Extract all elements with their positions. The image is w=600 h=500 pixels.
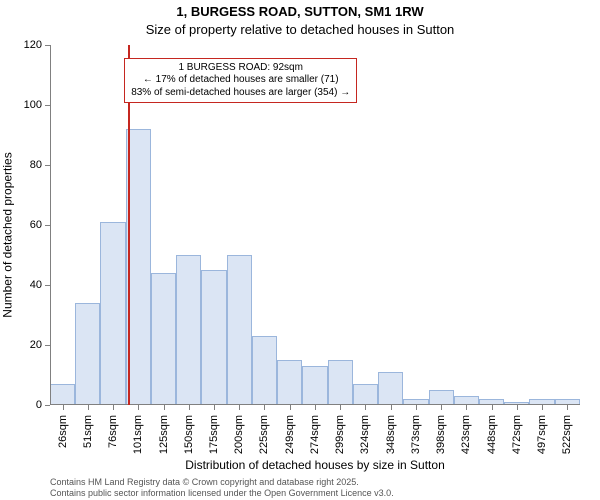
bar (201, 270, 226, 405)
x-tick-label: 26sqm (57, 409, 69, 448)
x-tick-label: 249sqm (284, 409, 296, 454)
bar (378, 372, 403, 405)
bar (302, 366, 327, 405)
y-axis-line (50, 45, 51, 405)
bar-slot: 497sqm (529, 45, 554, 405)
chart-title: 1, BURGESS ROAD, SUTTON, SM1 1RW (0, 4, 600, 19)
y-tick-label: 80 (30, 159, 50, 171)
x-tick-label: 522sqm (561, 409, 573, 454)
y-tick-label: 100 (24, 99, 50, 111)
chart-subtitle: Size of property relative to detached ho… (0, 22, 600, 37)
y-tick-label: 20 (30, 339, 50, 351)
y-axis-label: Number of detached properties (0, 0, 18, 470)
bar-slot: 522sqm (555, 45, 580, 405)
bar (50, 384, 75, 405)
x-tick-label: 76sqm (107, 409, 119, 448)
x-tick-label: 398sqm (435, 409, 447, 454)
annotation-line-2: ← 17% of detached houses are smaller (71… (131, 74, 350, 87)
bar-slot: 423sqm (454, 45, 479, 405)
bar (227, 255, 252, 405)
y-tick-label: 40 (30, 279, 50, 291)
x-axis-label: Distribution of detached houses by size … (50, 458, 580, 472)
bar-slot: 26sqm (50, 45, 75, 405)
bar-slot: 51sqm (75, 45, 100, 405)
bar (75, 303, 100, 405)
attribution-line-2: Contains public sector information licen… (50, 488, 590, 498)
x-tick-label: 150sqm (183, 409, 195, 454)
bar-slot: 472sqm (504, 45, 529, 405)
bar-slot: 348sqm (378, 45, 403, 405)
bar (100, 222, 125, 405)
x-tick-label: 225sqm (258, 409, 270, 454)
bar (176, 255, 201, 405)
x-tick-label: 348sqm (385, 409, 397, 454)
x-tick-label: 373sqm (410, 409, 422, 454)
bar-slot: 373sqm (403, 45, 428, 405)
annotation-line-1: 1 BURGESS ROAD: 92sqm (131, 62, 350, 75)
bar (252, 336, 277, 405)
x-tick-label: 101sqm (132, 409, 144, 454)
attribution-text: Contains HM Land Registry data © Crown c… (50, 477, 590, 498)
bar (353, 384, 378, 405)
x-tick-label: 125sqm (158, 409, 170, 454)
x-tick-label: 324sqm (359, 409, 371, 454)
plot-area: 26sqm51sqm76sqm101sqm125sqm150sqm175sqm2… (50, 45, 580, 405)
attribution-line-1: Contains HM Land Registry data © Crown c… (50, 477, 590, 487)
x-tick-label: 274sqm (309, 409, 321, 454)
bar (429, 390, 454, 405)
bar (277, 360, 302, 405)
x-tick-label: 448sqm (486, 409, 498, 454)
x-tick-label: 175sqm (208, 409, 220, 454)
bar (328, 360, 353, 405)
bar-slot: 448sqm (479, 45, 504, 405)
y-tick-label: 60 (30, 219, 50, 231)
bar-slot: 398sqm (429, 45, 454, 405)
x-tick-label: 299sqm (334, 409, 346, 454)
x-tick-label: 423sqm (460, 409, 472, 454)
x-tick-label: 51sqm (82, 409, 94, 448)
chart-container: 1, BURGESS ROAD, SUTTON, SM1 1RW Size of… (0, 0, 600, 500)
bar-slot: 76sqm (100, 45, 125, 405)
y-tick-label: 120 (24, 39, 50, 51)
annotation-line-3: 83% of semi-detached houses are larger (… (131, 87, 350, 100)
bar (151, 273, 176, 405)
x-tick-label: 497sqm (536, 409, 548, 454)
y-tick-label: 0 (36, 399, 50, 411)
x-tick-label: 472sqm (511, 409, 523, 454)
annotation-box: 1 BURGESS ROAD: 92sqm← 17% of detached h… (124, 58, 357, 104)
x-tick-label: 200sqm (233, 409, 245, 454)
